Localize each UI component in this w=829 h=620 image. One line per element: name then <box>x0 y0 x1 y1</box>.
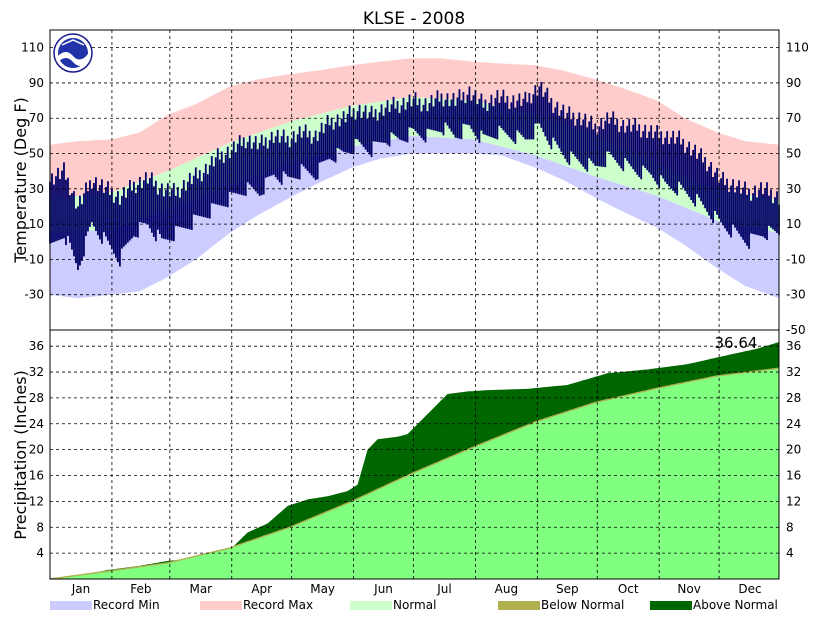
temperature-axis-label: Temperature (Deg F) <box>11 97 30 264</box>
month-label: Apr <box>251 582 272 596</box>
record-max-area <box>50 58 779 200</box>
temperature-tick-left: 30 <box>29 182 44 196</box>
precipitation-tick-left: 24 <box>29 417 44 431</box>
month-label: Sep <box>556 582 579 596</box>
precipitation-tick-right: 8 <box>786 520 794 534</box>
temperature-tick-left: 70 <box>29 111 44 125</box>
noaa-logo-icon <box>53 33 93 73</box>
month-label: Dec <box>738 582 761 596</box>
precipitation-tick-right: 12 <box>786 494 801 508</box>
temperature-tick-right: 70 <box>786 111 801 125</box>
precipitation-tick-right: 16 <box>786 469 801 483</box>
month-label: Jul <box>436 582 451 596</box>
normal-precip-line <box>49 367 780 580</box>
temperature-tick-right: -30 <box>786 288 806 302</box>
temperature-tick-right: 10 <box>786 217 801 231</box>
temperature-panel: 110 110 90 90 70 70 50 50 30 30 10 10 -10 -10 -30 -30 -5… <box>11 29 809 337</box>
precipitation-tick-left: 16 <box>29 469 44 483</box>
temperature-tick-left: 10 <box>29 217 44 231</box>
temperature-tick-left: 50 <box>29 147 44 161</box>
legend-label: Below Normal <box>541 598 624 612</box>
legend: Record Min Record Max Normal Below Normal Ab… <box>50 598 778 612</box>
precipitation-tick-left: 36 <box>29 339 44 353</box>
legend-label: Record Min <box>93 598 160 612</box>
legend-swatch <box>200 601 242 610</box>
temperature-tick-right: 110 <box>786 41 809 55</box>
month-label: Aug <box>495 582 518 596</box>
precipitation-plot-frame <box>49 329 780 580</box>
month-label: Feb <box>130 582 151 596</box>
precipitation-tick-right: 32 <box>786 365 801 379</box>
precipitation-panel: 4 4 8 8 12 12 16 16 20 20 24 24 28 28 32 32 36 36 Precipi… <box>11 329 801 580</box>
month-label: Nov <box>677 582 700 596</box>
record-min-area <box>50 135 779 299</box>
temperature-tick-right: -50 <box>786 323 806 337</box>
temperature-tick-right: 50 <box>786 147 801 161</box>
precipitation-tick-right: 24 <box>786 417 801 431</box>
temperature-tick-left: -30 <box>24 288 44 302</box>
temperature-tick-left: 110 <box>21 41 44 55</box>
precipitation-tick-right: 4 <box>786 546 794 560</box>
month-label: Jun <box>373 582 393 596</box>
precipitation-tick-left: 4 <box>36 546 44 560</box>
legend-label: Normal <box>393 598 436 612</box>
legend-label: Above Normal <box>693 598 778 612</box>
temperature-tick-right: -10 <box>786 252 806 266</box>
legend-label: Record Max <box>243 598 313 612</box>
month-axis: Jan Feb Mar Apr May Jun Jul Aug Sep Oct Nov Dec <box>71 582 762 596</box>
precipitation-tick-left: 8 <box>36 520 44 534</box>
precipitation-tick-right: 20 <box>786 443 801 457</box>
temperature-tick-left: 90 <box>29 76 44 90</box>
normal-precip-area <box>50 368 779 579</box>
precipitation-tick-left: 12 <box>29 494 44 508</box>
precipitation-tick-right: 36 <box>786 339 801 353</box>
month-label: Jan <box>71 582 91 596</box>
temperature-tick-left: -10 <box>24 252 44 266</box>
precipitation-tick-left: 32 <box>29 365 44 379</box>
legend-swatch <box>50 601 92 610</box>
chart-title: KLSE - 2008 <box>363 9 465 29</box>
precipitation-tick-left: 28 <box>29 391 44 405</box>
legend-swatch <box>498 601 540 610</box>
month-label: Oct <box>618 582 639 596</box>
precipitation-total-label: 36.64 <box>715 334 758 352</box>
month-label: Mar <box>189 582 212 596</box>
precipitation-tick-right: 28 <box>786 391 801 405</box>
precipitation-tick-left: 20 <box>29 443 44 457</box>
temperature-tick-right: 30 <box>786 182 801 196</box>
legend-swatch <box>650 601 692 610</box>
precipitation-axis-label: Precipitation (Inches) <box>11 370 30 540</box>
month-label: May <box>310 582 335 596</box>
legend-swatch <box>350 601 392 610</box>
temperature-tick-right: 90 <box>786 76 801 90</box>
